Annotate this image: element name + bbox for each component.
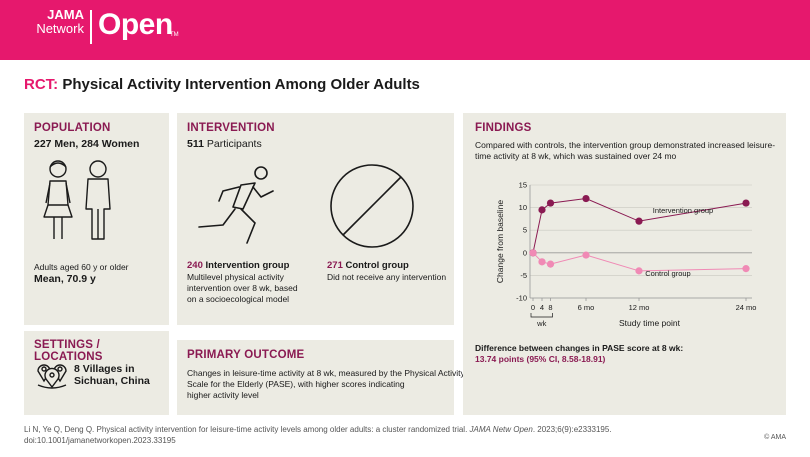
x-tick-label: 12 mo (629, 303, 650, 312)
logo-open: Open (98, 8, 173, 41)
data-point (538, 206, 546, 214)
older-adults-icon (43, 160, 111, 240)
running-person-icon (198, 166, 274, 244)
population-heading: POPULATION (34, 122, 111, 134)
x-tick-label: 0 (531, 303, 535, 312)
legend-control-group: Control group (645, 269, 690, 278)
citation-line-1: Li N, Ye Q, Deng Q. Physical activity in… (24, 424, 724, 435)
y-axis-label: Change from baseline (495, 200, 505, 283)
intervention-group-name: Intervention group (202, 260, 290, 271)
wk-bracket (530, 313, 553, 318)
x-tick-label: 24 mo (736, 303, 757, 312)
participants-count: 511 (187, 138, 204, 150)
data-point (635, 217, 643, 225)
control-group-desc: Did not receive any intervention (327, 272, 447, 282)
settings-line-1: 8 Villages in (74, 363, 135, 375)
title-accent: RCT: (24, 76, 59, 93)
primary-outcome-line-2: Scale for the Elderly (PASE), with highe… (187, 379, 405, 389)
citation-volume: . 2023;6(9):e2333195. (532, 425, 612, 434)
intervention-group-count: 240 (187, 260, 203, 271)
citation-doi[interactable]: doi:10.1001/jamanetworkopen.2023.33195 (24, 436, 176, 445)
population-age-description: Adults aged 60 y or older (34, 262, 129, 272)
y-tick-label: 0 (523, 248, 527, 257)
x-tick-label: 8 (548, 303, 552, 312)
intervention-panel: INTERVENTION 511 Participants 240 Interv… (177, 113, 454, 325)
data-point (529, 249, 537, 257)
intervention-group-label: 240 Intervention group (187, 260, 289, 271)
primary-outcome-line-1: Changes in leisure-time activity at 8 wk… (187, 368, 465, 378)
findings-line-2: time activity at 8 wk, which was sustain… (475, 151, 677, 161)
population-mean-age: Mean, 70.9 y (34, 273, 96, 285)
control-group-count: 271 (327, 260, 343, 271)
y-tick-label: 15 (519, 181, 527, 190)
wk-label: wk (536, 319, 546, 328)
data-point (742, 265, 750, 273)
logo-trademark: TM (170, 32, 179, 38)
data-point (538, 258, 546, 266)
population-panel: POPULATION 227 Men, 284 Women Adults age… (24, 113, 169, 325)
settings-panel: SETTINGS / LOCATIONS 8 Villages in Sichu… (24, 331, 169, 415)
participants-label: Participants (203, 138, 262, 150)
findings-line-1: Compared with controls, the intervention… (475, 140, 776, 150)
data-point (546, 199, 555, 207)
intervention-group-desc-1: Multilevel physical activity (187, 272, 284, 282)
settings-heading: SETTINGS / LOCATIONS (34, 339, 103, 363)
findings-panel: FINDINGS Compared with controls, the int… (463, 113, 786, 415)
data-point (582, 251, 590, 259)
logo-jama: JAMA (47, 7, 84, 22)
primary-outcome-panel: PRIMARY OUTCOME Changes in leisure-time … (177, 340, 465, 415)
logo-divider (90, 10, 92, 44)
x-tick-label: 4 (540, 303, 544, 312)
citation-journal: JAMA Netw Open (469, 425, 533, 434)
x-axis-label: Study time point (619, 318, 681, 328)
data-point (546, 260, 555, 268)
data-point (742, 199, 750, 207)
y-tick-label: 5 (523, 226, 527, 235)
intervention-group-desc-2: intervention over 8 wk, based (187, 283, 298, 293)
difference-value: 13.74 points (95% CI, 8.58-18.91) (475, 354, 606, 364)
findings-heading: FINDINGS (475, 122, 532, 134)
logo-network: Network (36, 21, 84, 36)
citation: Li N, Ye Q, Deng Q. Physical activity in… (24, 424, 724, 446)
series-line-0 (532, 198, 747, 253)
header-banner: JAMA Network Open TM (0, 0, 810, 60)
title-text: Physical Activity Intervention Among Old… (58, 76, 420, 93)
location-pins-icon (37, 364, 67, 389)
control-group-label: 271 Control group (327, 260, 409, 271)
page-title: RCT: Physical Activity Intervention Amon… (24, 76, 420, 93)
y-tick-label: 10 (519, 203, 527, 212)
y-tick-label: -10 (516, 294, 527, 303)
data-point (582, 194, 590, 203)
data-point (635, 267, 643, 275)
primary-outcome-heading: PRIMARY OUTCOME (187, 349, 305, 361)
x-tick-label: 6 mo (578, 303, 595, 312)
no-intervention-icon (330, 164, 414, 248)
settings-line-2: Sichuan, China (74, 375, 150, 387)
population-count: 227 Men, 284 Women (34, 138, 140, 150)
difference-label: Difference between changes in PASE score… (475, 343, 684, 353)
primary-outcome-line-3: higher activity level (187, 390, 259, 400)
copyright: © AMA (764, 434, 786, 441)
intervention-participants: 511 Participants (187, 139, 262, 150)
intervention-group-desc-3: on a socioecological model (187, 294, 290, 304)
legend-intervention-group: Intervention group (653, 206, 713, 215)
intervention-heading: INTERVENTION (187, 122, 275, 134)
control-group-name: Control group (342, 260, 409, 271)
y-tick-label: -5 (520, 271, 527, 280)
citation-authors: Li N, Ye Q, Deng Q. Physical activity in… (24, 425, 470, 434)
